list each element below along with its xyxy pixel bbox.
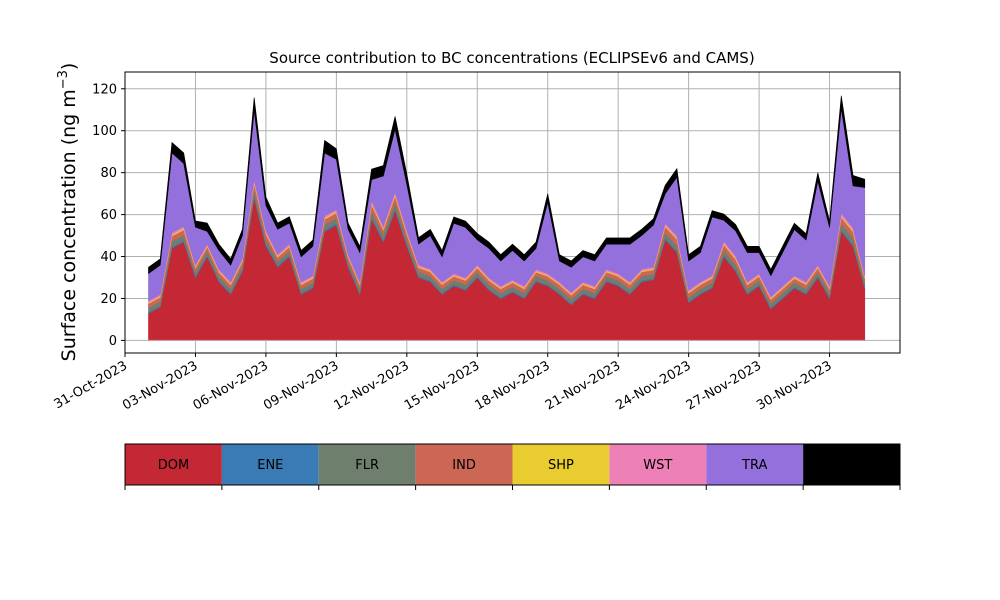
y-tick-label: 20	[100, 292, 117, 307]
area-bb	[148, 95, 866, 277]
legend-label: IND	[452, 458, 476, 473]
x-axis-ticks: 31-Oct-202303-Nov-202306-Nov-202309-Nov-…	[52, 353, 835, 413]
legend-label: TRA	[741, 458, 767, 473]
legend-label: ENE	[257, 458, 283, 473]
legend-swatch-bb	[803, 444, 900, 485]
y-axis-label-close: )	[58, 63, 80, 70]
y-axis-ticks: 0 20 40 60 80 100 120	[92, 82, 125, 349]
x-tick-label: 03-Nov-2023	[120, 358, 200, 413]
legend-swatch-wst	[609, 444, 707, 485]
y-tick-label: 0	[109, 334, 117, 349]
y-axis-label-main: Surface concentration (ng m	[58, 89, 80, 361]
x-tick-label: 12-Nov-2023	[332, 358, 412, 413]
y-axis-label-exp: −3	[56, 70, 71, 89]
x-tick-label: 09-Nov-2023	[261, 358, 341, 413]
legend-swatch-ene	[221, 444, 319, 485]
legend-swatch-shp	[512, 444, 610, 485]
plot-frame	[124, 71, 901, 354]
y-tick-label: 80	[100, 166, 117, 181]
y-tick-label: 40	[100, 250, 117, 265]
x-tick-label: 18-Nov-2023	[472, 358, 552, 413]
x-tick-label: 21-Nov-2023	[543, 358, 623, 413]
x-tick-label: 06-Nov-2023	[191, 358, 271, 413]
y-tick-label: 60	[100, 208, 117, 223]
legend-label: SHP	[548, 458, 574, 473]
legend-swatch-flr	[318, 444, 416, 485]
x-tick-label: 15-Nov-2023	[402, 358, 482, 413]
legend-swatch-ind	[415, 444, 513, 485]
x-tick-label: 27-Nov-2023	[684, 358, 764, 413]
legend-label: BB	[843, 458, 861, 473]
y-axis-label: Surface concentration (ng m−3)	[56, 63, 80, 362]
legend-colorbar: DOM ENE FLR IND SHP WST TRA BB	[124, 443, 901, 490]
y-tick-label: 120	[92, 82, 117, 97]
x-tick-label: 30-Nov-2023	[754, 358, 834, 413]
y-tick-label: 100	[92, 124, 117, 139]
legend-swatch-dom	[125, 444, 222, 485]
legend-swatch-tra	[706, 444, 804, 485]
chart-title: Source contribution to BC concentrations…	[269, 49, 754, 67]
legend-label: WST	[643, 458, 672, 473]
x-tick-label: 24-Nov-2023	[613, 358, 693, 413]
x-tick-label: 31-Oct-2023	[52, 358, 130, 412]
legend-label: DOM	[158, 458, 189, 473]
stacked-areas	[148, 95, 866, 341]
legend-label: FLR	[355, 458, 379, 473]
